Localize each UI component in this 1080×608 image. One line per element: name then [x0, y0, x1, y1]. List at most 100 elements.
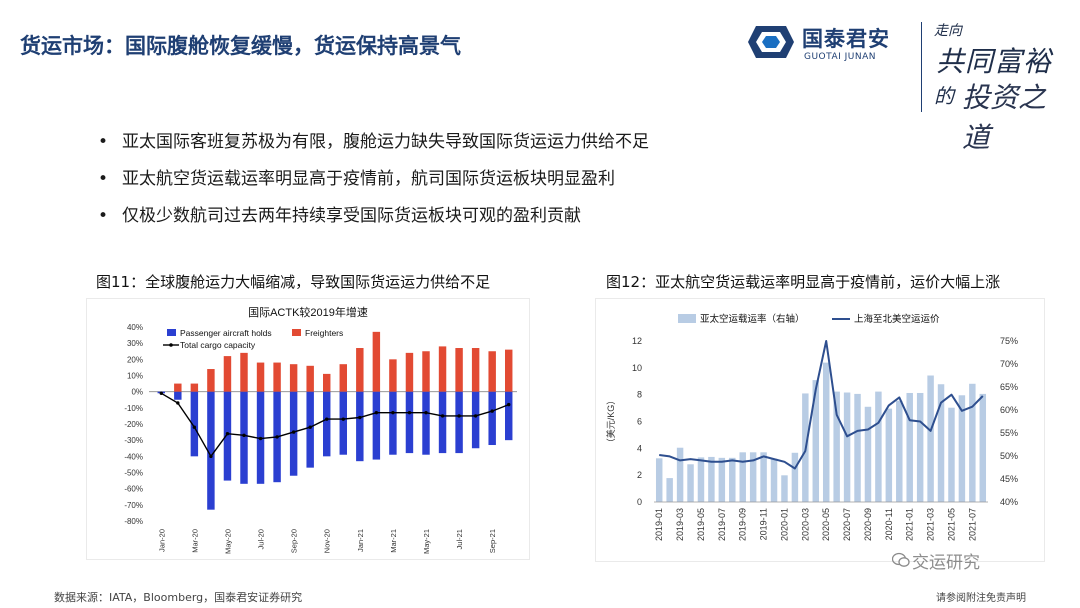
bar-load-factor — [739, 452, 746, 502]
bar-freighters — [455, 348, 463, 392]
bar-freighters — [356, 348, 364, 392]
x-tick-label: 2021-05 — [946, 508, 956, 541]
watermark-text: 交运研究 — [912, 553, 980, 573]
bar-load-factor — [749, 452, 757, 502]
bar-freighters — [389, 359, 397, 392]
y-left-tick-label: 4 — [637, 443, 642, 453]
x-tick-label: Jul-20 — [257, 529, 266, 549]
bar-passenger-holds — [488, 391, 496, 446]
y-right-tick-label: 50% — [1000, 451, 1018, 461]
logo-english-name: GUOTAI JUNAN — [804, 52, 876, 62]
bullet-item: • 仅极少数航司过去两年持续享受国际货运板块可观的盈利贡献 — [98, 198, 998, 235]
bar-passenger-holds — [190, 391, 199, 457]
chart-capacity-growth: 国际ACTK较2019年增速 40% 30% 20% 10% 0% -10% -20% -30%… — [86, 298, 530, 560]
bar-load-factor — [687, 464, 694, 502]
bar-passenger-holds — [405, 391, 414, 454]
bar-passenger-holds — [438, 391, 447, 454]
y-right-tick-label: 40% — [1000, 497, 1018, 507]
x-tick-label: 2021-07 — [967, 508, 977, 541]
x-tick-label: 2019-03 — [675, 508, 685, 541]
x-tick-label: 2019-09 — [738, 508, 748, 541]
legend-label-passenger: Passenger aircraft holds — [180, 328, 272, 338]
y-tick-label: 0% — [131, 388, 143, 397]
y-left-tick-label: 8 — [637, 390, 642, 400]
bar-freighters — [273, 362, 281, 392]
bar-load-factor — [969, 383, 976, 502]
x-tick-label: 2020-09 — [863, 508, 873, 541]
bullet-icon: • — [98, 206, 109, 226]
point-total-cargo-capacity — [258, 436, 263, 441]
bar-passenger-holds — [455, 391, 463, 454]
y-tick-label: -70% — [124, 501, 143, 510]
bar-freighters — [190, 383, 199, 392]
y-left-tick-label: 6 — [637, 417, 642, 427]
y-right-tick-label: 45% — [1000, 474, 1018, 484]
point-total-cargo-capacity — [242, 433, 246, 438]
x-tick-label: 2021-01 — [905, 508, 915, 541]
bar-passenger-holds — [306, 391, 314, 468]
bar-freighters — [174, 383, 182, 392]
bar-load-factor — [822, 362, 830, 502]
y-tick-label: -60% — [124, 485, 143, 494]
bullet-text: 亚太国际客班复苏极为有限，腹舱运力缺失导致国际货运运力供给不足 — [122, 132, 649, 152]
bar-load-factor — [781, 475, 788, 502]
bar-passenger-holds — [174, 391, 182, 400]
point-total-cargo-capacity — [391, 410, 395, 415]
point-total-cargo-capacity — [225, 432, 230, 436]
bar-freighters — [438, 346, 447, 392]
y-tick-label: -30% — [124, 436, 143, 445]
x-tick-label: Jan-21 — [356, 529, 365, 552]
x-tick-label: 2020-11 — [884, 508, 894, 540]
slogan-line-4: 投资之道 — [962, 81, 1047, 154]
y-tick-label: 40% — [127, 323, 143, 332]
y-tick-label: -80% — [124, 517, 143, 526]
bar-passenger-holds — [505, 391, 513, 441]
x-tick-label: 2020-05 — [821, 508, 831, 541]
y-right-tick-label: 55% — [1000, 428, 1018, 438]
bullet-icon: • — [98, 169, 109, 189]
point-total-cargo-capacity — [457, 414, 461, 418]
wechat-icon — [892, 552, 910, 567]
point-total-cargo-capacity — [341, 417, 345, 421]
point-total-cargo-capacity — [325, 417, 329, 421]
bar-load-factor — [666, 478, 673, 502]
legend-label-freighters: Freighters — [305, 328, 343, 338]
legend-label-total: Total cargo capacity — [180, 340, 256, 350]
x-tick-label: May-21 — [422, 529, 431, 554]
y-tick-label: 20% — [127, 355, 143, 364]
y-tick-label: -40% — [124, 452, 143, 461]
point-total-cargo-capacity — [176, 401, 180, 405]
bar-load-factor — [708, 456, 715, 502]
bar-freighters — [306, 365, 314, 392]
company-logo: 国泰君安 GUOTAI JUNAN — [748, 22, 908, 70]
y-tick-label: 30% — [127, 339, 143, 348]
y-right-tick-label: 65% — [1000, 382, 1018, 392]
point-total-cargo-capacity — [374, 410, 379, 415]
slogan-line-1: 走向 — [934, 23, 962, 39]
guotai-junan-logo-icon — [748, 26, 794, 58]
y-right-tick-label: 60% — [1000, 405, 1018, 415]
bullet-item: • 亚太国际客班复苏极为有限，腹舱运力缺失导致国际货运运力供给不足 — [98, 124, 998, 161]
point-total-cargo-capacity — [490, 409, 494, 413]
x-tick-label: Sep-20 — [290, 529, 299, 553]
y-left-tick-label: 0 — [637, 497, 642, 507]
x-tick-label: Mar-20 — [190, 529, 199, 553]
data-source-note: 数据来源：IATA，Bloomberg，国泰君安证券研究 — [54, 591, 303, 604]
bar-load-factor — [937, 384, 945, 502]
y-left-tick-label: 2 — [637, 470, 642, 480]
bar-load-factor — [760, 452, 767, 502]
bar-load-factor — [927, 375, 934, 502]
y-left-axis-label: （美元/KG） — [605, 396, 616, 448]
figure-12-caption: 图12：亚太航空货运载运率明显高于疫情前，运价大幅上涨 — [606, 273, 1001, 291]
bar-passenger-holds — [323, 391, 331, 457]
bar-load-factor — [916, 392, 924, 502]
bar-load-factor — [718, 457, 726, 502]
bar-freighters — [323, 373, 331, 392]
bar-load-factor — [854, 393, 861, 502]
x-tick-label: 2019-01 — [654, 508, 664, 541]
chart-load-factor-price: 亚太空运载运率（右轴） 上海至北美空运运价 0 2 4 6 8 10 12 40% 45% 50% 55… — [595, 298, 1045, 562]
point-total-cargo-capacity — [507, 402, 511, 407]
line-total-cargo-capacity — [160, 392, 509, 458]
bar-load-factor — [958, 395, 966, 502]
bar-load-factor — [812, 380, 820, 502]
